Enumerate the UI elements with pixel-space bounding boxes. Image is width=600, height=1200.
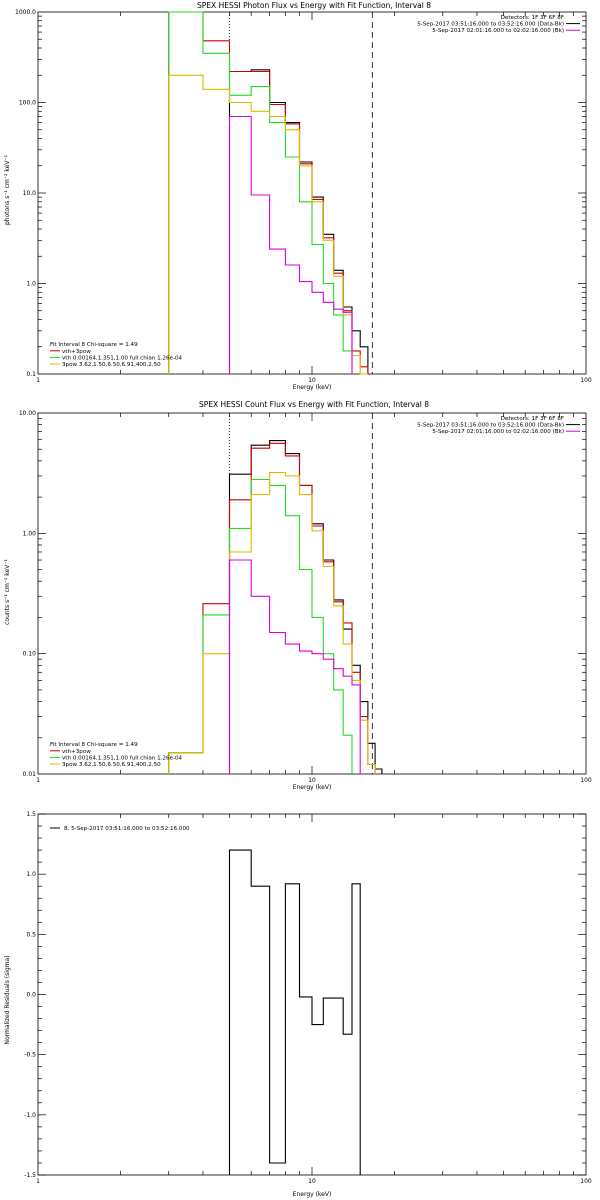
y-tick-label: 1.0 [26, 281, 36, 288]
count-flux-panel: SPEX HESSI Count Flux vs Energy with Fit… [4, 400, 592, 791]
y-tick-label: -1.0 [24, 1112, 36, 1119]
series-line-1 [168, 442, 376, 774]
legend-top-entry: 5-Sep-2017 02:01:16.000 to 02:02:16.000 … [432, 28, 564, 34]
y-tick-label: 10.0 [23, 190, 37, 197]
legend-bottom-entry: vth+3pow [62, 349, 91, 355]
y-tick-label: 1.00 [23, 530, 37, 537]
series-line-4 [228, 559, 361, 774]
legend-bottom-entry: vth+3pow [62, 749, 91, 755]
photon-flux-panel: SPEX HESSI Photon Flux vs Energy with Fi… [4, 1, 592, 391]
photon-flux-title: SPEX HESSI Photon Flux vs Energy with Fi… [197, 1, 431, 10]
x-tick-label: 100 [580, 377, 592, 384]
series-line-1 [168, 11, 369, 374]
y-tick-label: -1.5 [24, 1172, 36, 1179]
y-tick-label: -0.5 [24, 1052, 36, 1059]
plot-frame [37, 813, 587, 1176]
series-line-0 [228, 849, 361, 1175]
y-tick-label: 0.0 [26, 992, 36, 999]
y-tick-label: 0.1 [26, 371, 36, 378]
residuals-ylabel: Normalized Residuals (sigma) [4, 955, 11, 1044]
legend-top-entry: 5-Sep-2017 02:01:16.000 to 02:02:16.000 … [432, 429, 564, 435]
x-tick-label: 100 [580, 1178, 592, 1185]
legend-top-entry: Detectors: 1F 3F 6F 8F [501, 15, 564, 21]
legend-bottom-entry: 3pow 3.62,1.50,6.50,6.91,400,2.50 [62, 362, 161, 368]
x-tick-label: 10 [308, 377, 316, 384]
legend-bottom-entry: vth 0.00164,1.351,1.00 full chian 1.26e-… [62, 755, 183, 761]
y-tick-label: 1000.0 [15, 9, 36, 16]
series-line-0 [228, 69, 369, 374]
y-tick-label: 1.0 [26, 871, 36, 878]
legend-top-entry: 5-Sep-2017 03:51:16.000 to 03:52:16.000 … [417, 423, 564, 429]
x-tick-label: 1 [36, 777, 40, 784]
legend-top-entry: 5-Sep-2017 03:51:16.000 to 03:52:16.000 … [417, 22, 564, 28]
series-line-2 [168, 478, 353, 774]
y-tick-label: 100.0 [19, 100, 36, 107]
photon-flux-xlabel: Energy (keV) [293, 384, 332, 391]
legend-top-entry: Detectors: 1F 3F 6F 8F [501, 416, 564, 422]
x-tick-label: 10 [308, 1178, 316, 1185]
series-line-2 [168, 11, 353, 374]
legend-entry: 8, 5-Sep-2017 03:51:16.000 to 03:52:16.0… [64, 826, 190, 832]
series-line-3 [168, 74, 368, 375]
series-line-0 [228, 440, 383, 774]
legend-bottom-entry: vth 0.00164,1.351,1.00 full chian 1.26e-… [62, 355, 183, 361]
residuals-xlabel: Energy (keV) [293, 1191, 332, 1198]
y-tick-label: 0.5 [26, 931, 36, 938]
count-flux-title: SPEX HESSI Count Flux vs Energy with Fit… [199, 400, 429, 409]
legend-bottom-entry: 3pow 3.62,1.50,6.50,6.91,400,2.50 [62, 762, 161, 768]
x-tick-label: 100 [580, 777, 592, 784]
series-line-4 [228, 115, 353, 374]
legend-bottom-entry: Fit Interval 8 Chi-square = 1.49 [50, 342, 138, 348]
count-flux-ylabel: counts s⁻¹ cm⁻² keV⁻¹ [4, 559, 11, 625]
y-tick-label: 0.01 [23, 771, 37, 778]
x-tick-label: 1 [36, 1178, 40, 1185]
count-flux-xlabel: Energy (keV) [293, 784, 332, 791]
residuals-panel: Energy (keV) Normalized Residuals (sigma… [4, 811, 592, 1198]
y-tick-label: 0.10 [23, 651, 37, 658]
y-tick-label: 1.5 [26, 811, 36, 818]
photon-flux-ylabel: photons s⁻¹ cm⁻² keV⁻¹ [4, 154, 11, 225]
legend-bottom-entry: Fit Interval 8 Chi-square = 1.49 [50, 742, 138, 748]
x-tick-label: 10 [308, 777, 316, 784]
x-tick-label: 1 [36, 377, 40, 384]
y-tick-label: 10.00 [19, 410, 36, 417]
